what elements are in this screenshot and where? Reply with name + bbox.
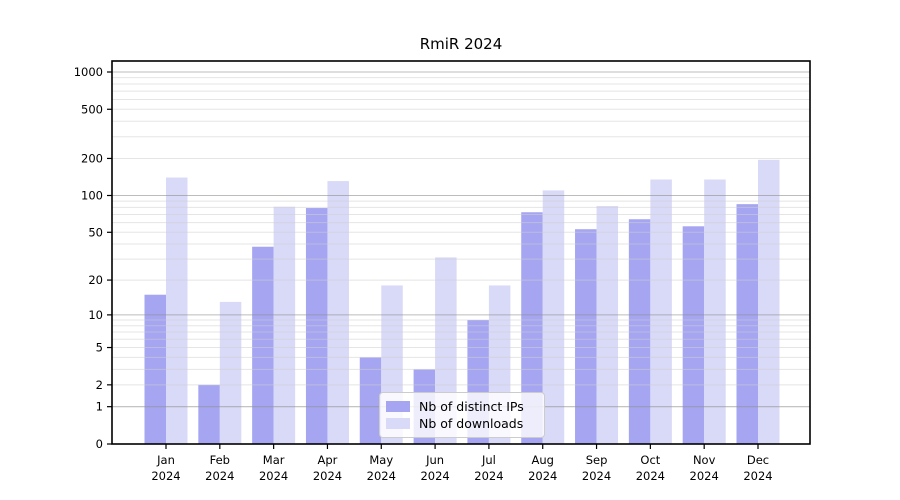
x-tick-label-month: Feb xyxy=(210,453,230,467)
bar-nb-of-downloads xyxy=(758,159,780,444)
legend-swatch-distinct-ips-icon xyxy=(386,401,410,412)
plot-frame xyxy=(111,60,811,445)
x-tick-label-year: 2024 xyxy=(528,469,557,483)
bar-nb-of-downloads xyxy=(219,301,242,444)
x-tick-label-year: 2024 xyxy=(743,469,772,483)
x-tick-label-year: 2024 xyxy=(151,469,180,483)
x-tick-label-year: 2024 xyxy=(690,469,719,483)
y-tick-label: 5 xyxy=(96,341,103,355)
chart-legend: Nb of distinct IPs Nb of downloads xyxy=(379,392,545,438)
y-tick-label: 50 xyxy=(88,225,103,239)
x-tick-label-year: 2024 xyxy=(582,469,611,483)
y-tick-label: 200 xyxy=(81,151,103,165)
bar-nb-of-downloads xyxy=(542,190,565,444)
y-tick-label: 20 xyxy=(88,273,103,287)
legend-item-downloads: Nb of downloads xyxy=(386,415,536,432)
bar-nb-of-downloads xyxy=(704,179,726,445)
x-tick-label-year: 2024 xyxy=(205,469,234,483)
x-tick-label-month: Aug xyxy=(531,453,553,467)
x-tick-label-year: 2024 xyxy=(420,469,449,483)
bar-nb-of-distinct-ips xyxy=(521,212,543,444)
y-tick-label: 500 xyxy=(81,102,103,116)
x-tick-label-month: Oct xyxy=(640,453,660,467)
legend-item-distinct-ips: Nb of distinct IPs xyxy=(386,398,536,415)
bar-nb-of-distinct-ips xyxy=(682,226,705,444)
bar-nb-of-downloads xyxy=(596,206,619,444)
y-tick-label: 10 xyxy=(88,308,103,322)
x-tick-label-month: Nov xyxy=(693,453,716,467)
bar-nb-of-distinct-ips xyxy=(575,229,597,444)
x-tick-label-year: 2024 xyxy=(259,469,288,483)
bar-nb-of-distinct-ips xyxy=(198,384,220,444)
y-tick-label: 2 xyxy=(96,378,103,392)
x-tick-label-year: 2024 xyxy=(313,469,342,483)
x-tick-label-year: 2024 xyxy=(367,469,396,483)
x-tick-label-month: Apr xyxy=(318,453,338,467)
x-tick-label-month: Sep xyxy=(586,453,608,467)
bar-nb-of-downloads xyxy=(166,177,188,444)
y-tick-label: 100 xyxy=(81,189,103,203)
chart-title: RmiR 2024 xyxy=(419,35,503,53)
bar-nb-of-distinct-ips xyxy=(359,357,382,444)
x-tick-label-month: May xyxy=(369,453,393,467)
x-tick-label-month: Jan xyxy=(156,453,175,467)
x-tick-label-year: 2024 xyxy=(474,469,503,483)
y-tick-label: 0 xyxy=(96,437,103,451)
bar-nb-of-downloads xyxy=(650,179,672,445)
legend-swatch-downloads-icon xyxy=(386,418,410,429)
x-tick-label-month: Mar xyxy=(263,453,285,467)
bar-nb-of-distinct-ips xyxy=(252,246,274,444)
x-tick-label-month: Jul xyxy=(481,453,496,467)
y-tick-label: 1000 xyxy=(74,65,103,79)
x-tick-label-month: Dec xyxy=(747,453,769,467)
bar-nb-of-distinct-ips xyxy=(736,204,758,444)
bar-nb-of-downloads xyxy=(327,181,349,445)
x-tick-label-month: Jun xyxy=(425,453,444,467)
y-tick-label: 1 xyxy=(96,400,103,414)
legend-label-downloads: Nb of downloads xyxy=(419,416,524,431)
legend-label-distinct-ips: Nb of distinct IPs xyxy=(419,399,524,414)
x-tick-label-year: 2024 xyxy=(636,469,665,483)
